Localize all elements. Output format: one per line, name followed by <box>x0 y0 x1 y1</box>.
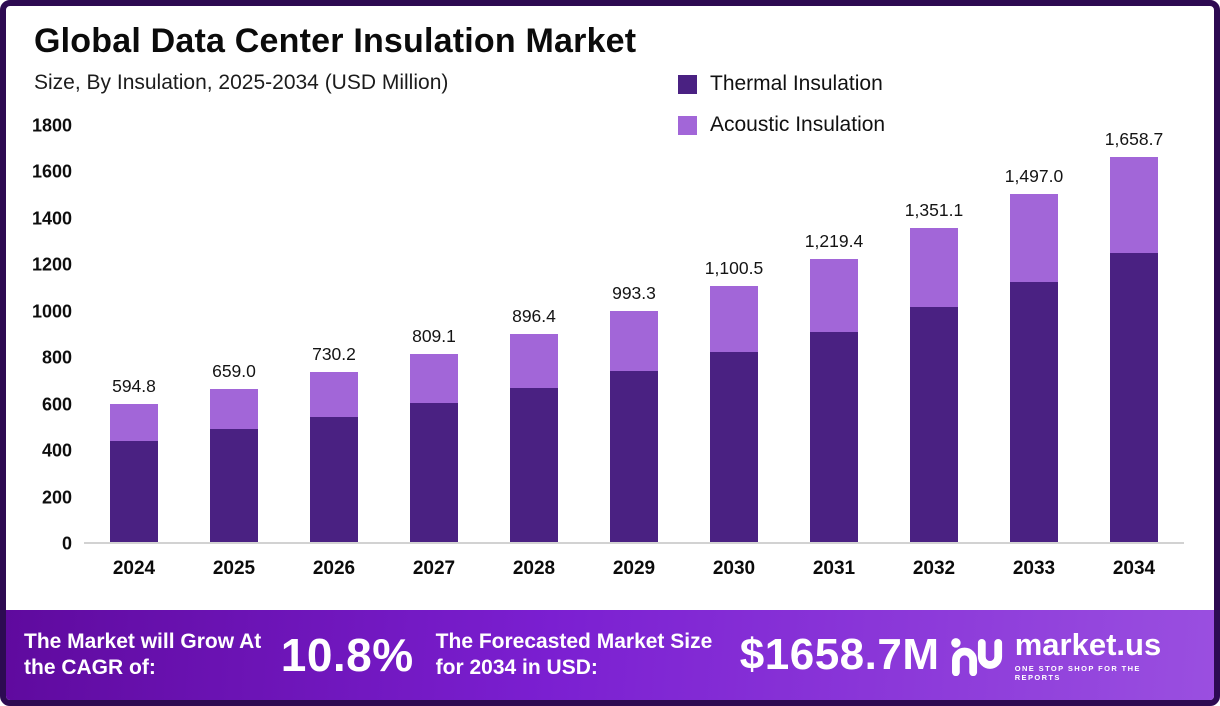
x-axis-label: 2027 <box>412 558 456 579</box>
bar-group: 896.4 <box>484 126 584 542</box>
bar-group: 1,100.5 <box>684 126 784 542</box>
x-axis-label: 2032 <box>912 558 956 579</box>
x-axis-label: 2024 <box>112 558 156 579</box>
bar-total-label: 1,219.4 <box>804 230 864 251</box>
y-tick-label: 200 <box>41 487 72 508</box>
legend-item-thermal: Thermal Insulation <box>678 72 885 96</box>
bar-group: 1,351.1 <box>884 126 984 542</box>
bar-group: 1,658.7 <box>1084 126 1184 542</box>
thermal-swatch-icon <box>678 74 697 94</box>
legend-label-thermal: Thermal Insulation <box>710 72 883 95</box>
bar-segment-acoustic <box>210 388 258 430</box>
bar-segment-acoustic <box>610 311 658 371</box>
bar-segment-acoustic <box>110 403 158 441</box>
bar-group: 594.8 <box>84 126 184 542</box>
y-tick-label: 0 <box>61 533 72 554</box>
chart-header: Global Data Center Insulation Market Siz… <box>6 6 1214 136</box>
chart-body: 0 200 400 600 800 1000 1200 1400 1600 1800 594.8 6… <box>24 116 1184 554</box>
bar-segment-acoustic <box>910 228 958 308</box>
y-tick-label: 1800 <box>31 115 72 136</box>
bar-total-label: 1,351.1 <box>904 200 964 221</box>
bar-total-label: 659.0 <box>212 360 256 381</box>
bar-total-label: 1,658.7 <box>1104 128 1164 149</box>
x-axis: 2024 2025 2026 2027 2028 2029 2030 2031 2032 2033… <box>84 544 1184 580</box>
y-tick-label: 1400 <box>31 208 72 229</box>
bar-group: 1,219.4 <box>784 126 884 542</box>
bar-segment-thermal <box>1110 253 1158 542</box>
bar-group: 993.3 <box>584 126 684 542</box>
x-axis-label: 2028 <box>512 558 556 579</box>
legend-label-acoustic: Acoustic Insulation <box>710 113 886 136</box>
brand-name: market.us <box>1014 626 1162 662</box>
brand-text: market.us ONE STOP SHOP FOR THE REPORTS <box>1015 629 1188 682</box>
bar-segment-thermal <box>510 388 558 542</box>
marketus-logo-icon <box>951 638 1003 676</box>
bar-group: 1,497.0 <box>984 126 1084 542</box>
y-tick-label: 1600 <box>31 161 72 182</box>
plot-area: 594.8 659.0 730.2 809.1 896.4 993.3 1,100.5 1,2… <box>84 126 1184 544</box>
bar-total-label: 896.4 <box>512 305 556 326</box>
y-tick-label: 1000 <box>31 301 72 322</box>
bar-segment-thermal <box>410 402 458 542</box>
x-axis-label: 2029 <box>612 558 656 579</box>
bottom-banner: The Market will Grow At the CAGR of: 10.… <box>6 610 1214 700</box>
bar-total-label: 993.3 <box>612 283 656 304</box>
bar-segment-acoustic <box>310 372 358 418</box>
x-axis-label: 2031 <box>812 558 856 579</box>
page-title: Global Data Center Insulation Market <box>34 22 637 60</box>
y-tick-label: 400 <box>41 440 72 461</box>
chart-legend: Thermal Insulation Acoustic Insulation <box>678 72 885 137</box>
x-axis-label: 2025 <box>212 558 256 579</box>
bar-group: 730.2 <box>284 126 384 542</box>
x-axis-label: 2034 <box>1112 558 1156 579</box>
forecast-value: $1658.7M <box>739 630 940 679</box>
acoustic-swatch-icon <box>678 115 697 135</box>
bar-total-label: 594.8 <box>112 375 156 396</box>
y-tick-label: 800 <box>41 347 72 368</box>
bar-segment-thermal <box>910 307 958 542</box>
bar-total-label: 1,100.5 <box>704 258 764 279</box>
bar-segment-acoustic <box>810 258 858 332</box>
bar-segment-acoustic <box>710 286 758 352</box>
bar-segment-thermal <box>310 417 358 542</box>
bar-segment-thermal <box>610 370 658 542</box>
bar-group: 809.1 <box>384 126 484 542</box>
x-axis-label: 2033 <box>1012 558 1056 579</box>
bar-segment-acoustic <box>1010 194 1058 282</box>
bar-segment-thermal <box>710 351 758 542</box>
x-axis-label: 2030 <box>712 558 756 579</box>
bar-segment-acoustic <box>1110 156 1158 254</box>
cagr-value: 10.8% <box>280 629 414 681</box>
bar-total-label: 809.1 <box>412 326 456 347</box>
brand-tagline: ONE STOP SHOP FOR THE REPORTS <box>1014 663 1141 682</box>
bar-segment-thermal <box>210 429 258 542</box>
bar-group: 659.0 <box>184 126 284 542</box>
y-tick-label: 600 <box>41 394 72 415</box>
bar-segment-thermal <box>110 440 158 542</box>
chart-area: 0 200 400 600 800 1000 1200 1400 1600 1800 594.8 6… <box>6 116 1214 610</box>
forecast-label: The Forecasted Market Size for 2034 in U… <box>435 629 713 679</box>
y-axis: 0 200 400 600 800 1000 1200 1400 1600 1800 <box>24 116 84 554</box>
chart-subtitle: Size, By Insulation, 2025-2034 (USD Mill… <box>34 71 449 94</box>
bar-total-label: 730.2 <box>312 344 356 365</box>
bar-segment-thermal <box>1010 281 1058 542</box>
cagr-label: The Market will Grow At the CAGR of: <box>24 629 262 679</box>
bar-segment-thermal <box>810 331 858 542</box>
legend-item-acoustic: Acoustic Insulation <box>678 113 885 137</box>
y-tick-label: 1200 <box>31 254 72 275</box>
bar-segment-acoustic <box>410 354 458 403</box>
bar-segment-acoustic <box>510 333 558 389</box>
bar-total-label: 1,497.0 <box>1004 166 1064 187</box>
x-axis-label: 2026 <box>312 558 356 579</box>
marketus-brand: market.us ONE STOP SHOP FOR THE REPORTS <box>949 629 1196 682</box>
